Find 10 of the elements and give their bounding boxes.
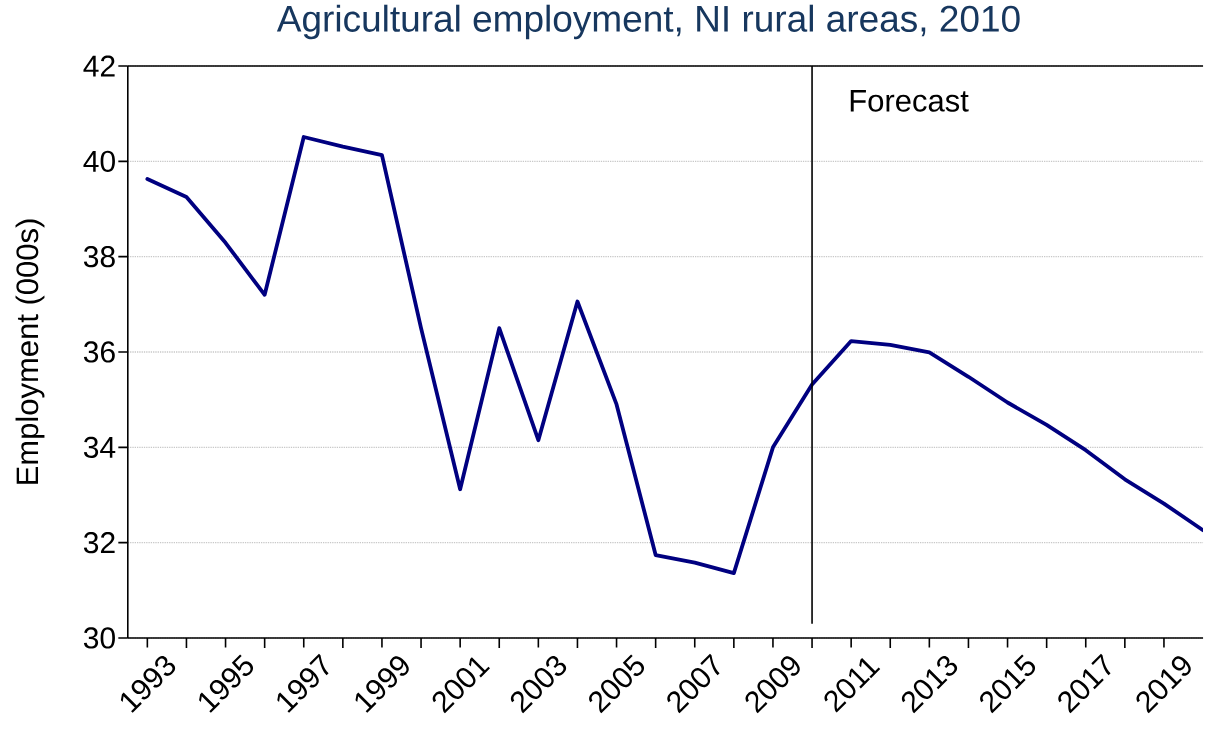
y-tick-label: 38 — [83, 246, 115, 268]
ref-line-label: Forecast — [850, 90, 969, 112]
y-tick-label: 30 — [83, 627, 115, 649]
y-tick-label: 32 — [83, 532, 115, 554]
chart-title: Agricultural employment, NI rural areas, 2010 — [276, 4, 1020, 40]
y-tick-label: 42 — [83, 55, 115, 77]
y-tick-label: 36 — [83, 341, 115, 363]
y-axis-title: Employment (000s) — [15, 219, 45, 484]
y-tick-label: 34 — [83, 436, 116, 458]
y-tick-label: 40 — [83, 150, 115, 172]
